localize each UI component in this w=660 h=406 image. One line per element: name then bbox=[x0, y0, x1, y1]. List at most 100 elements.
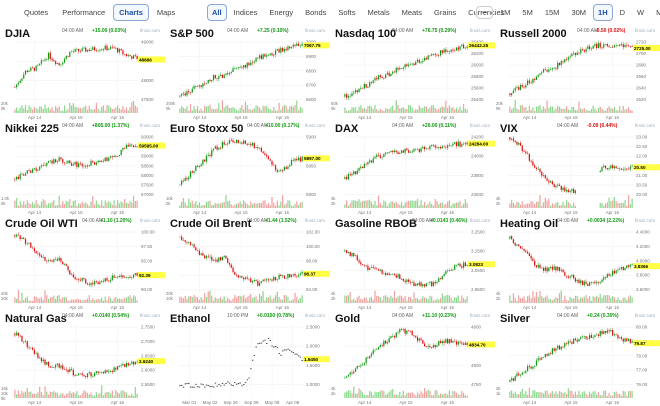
candle-body bbox=[184, 178, 186, 181]
volume-bar bbox=[562, 201, 564, 208]
chart-title[interactable]: Silver bbox=[500, 313, 530, 325]
interval-1m[interactable]: 1M bbox=[500, 8, 511, 17]
chart-card-heating-oil[interactable]: Heating Oil 04:00 AM +0.0034 (2.22%) finviz… bbox=[495, 215, 660, 310]
filter-indices[interactable]: Indices bbox=[233, 8, 258, 17]
interval-30m[interactable]: 30M bbox=[571, 8, 587, 17]
filter-meats[interactable]: Meats bbox=[401, 8, 423, 17]
candle-body bbox=[627, 45, 630, 47]
chart-title[interactable]: DJIA bbox=[5, 28, 31, 40]
candle-body bbox=[528, 80, 530, 83]
candle-body bbox=[69, 52, 71, 57]
filter-softs[interactable]: Softs bbox=[338, 8, 356, 17]
candle-body bbox=[354, 255, 357, 256]
volume-bar bbox=[420, 107, 422, 113]
chart-card-dax[interactable]: DAX 04:00 AM +26.00 (0.11%) finviz.com 24200… bbox=[330, 120, 495, 215]
filter-energy[interactable]: Energy bbox=[269, 8, 294, 17]
candle-body bbox=[583, 50, 585, 52]
y-tick-label: 2.0000 bbox=[306, 344, 320, 349]
interval-15m[interactable]: 15M bbox=[544, 8, 560, 17]
chart-title[interactable]: DAX bbox=[335, 123, 359, 135]
interval-w[interactable]: W bbox=[637, 8, 645, 17]
x-tick-label: Apr 16 bbox=[276, 305, 290, 310]
price-mark bbox=[257, 343, 259, 345]
tab-performance[interactable]: Performance bbox=[62, 8, 106, 17]
filter-bonds[interactable]: Bonds bbox=[305, 8, 327, 17]
volume-bar bbox=[257, 203, 259, 208]
tab-charts[interactable]: Charts bbox=[113, 4, 149, 21]
candlestick-style-icon[interactable]: — bbox=[476, 6, 493, 19]
volume-bar bbox=[539, 105, 541, 113]
chart-title[interactable]: Russell 2000 bbox=[500, 28, 567, 40]
interval-m[interactable]: M bbox=[656, 8, 660, 17]
chart-card-ethanol[interactable]: Ethanol 10:00 PM +0.0150 (0.78%) finviz.com… bbox=[165, 310, 330, 405]
candle-body bbox=[51, 260, 53, 262]
chart-card-russell-2000[interactable]: Russell 2000 04:00 AM -0.50 (0.02%) finviz.… bbox=[495, 25, 660, 120]
chart-title[interactable]: VIX bbox=[500, 123, 518, 135]
chart-card-s-p-500[interactable]: S&P 500 04:00 AM +7.25 (0.10%) finviz.com 70… bbox=[165, 25, 330, 120]
candle-body bbox=[88, 372, 90, 374]
chart-card-natural-gas[interactable]: Natural Gas 04:00 AM +0.0140 (0.54%) finviz… bbox=[0, 310, 165, 405]
candle-body bbox=[615, 334, 617, 336]
chart-title[interactable]: Heating Oil bbox=[500, 218, 559, 230]
chart-card-vix[interactable]: VIX 04:00 AM -0.09 (0.44%) finviz.com 23.00 2… bbox=[495, 120, 660, 215]
chart-title[interactable]: Gold bbox=[335, 313, 361, 325]
interval-5m[interactable]: 5M bbox=[522, 8, 533, 17]
chart-title[interactable]: Gasoline RBOB bbox=[335, 218, 417, 230]
chart-card-nasdaq-100[interactable]: Nasdaq 100 04:00 AM +76.75 (0.29%) finviz.c… bbox=[330, 25, 495, 120]
y-tick-label: 21.00 bbox=[636, 173, 648, 178]
x-tick-label: Apr 16 bbox=[606, 210, 620, 215]
filter-metals[interactable]: Metals bbox=[367, 8, 390, 17]
chart-card-gold[interactable]: Gold 04:00 AM +11.10 (0.23%) finviz.com 4900… bbox=[330, 310, 495, 405]
chart-card-crude-oil-wti[interactable]: Crude Oil WTI 04:00 AM +1.10 (1.20%) finviz… bbox=[0, 215, 165, 310]
volume-bar bbox=[69, 300, 71, 303]
chart-card-djia[interactable]: DJIA 04:00 AM +15.00 (0.03%) finviz.com 4900… bbox=[0, 25, 165, 120]
chart-card-nikkei-225[interactable]: Nikkei 225 04:00 AM +805.00 (1.37%) finviz.… bbox=[0, 120, 165, 215]
filter-grains[interactable]: Grains bbox=[434, 8, 457, 17]
volume-bar bbox=[383, 110, 385, 113]
candle-body bbox=[567, 189, 569, 193]
volume-bar bbox=[539, 391, 541, 398]
filter-currencies[interactable]: Currencies bbox=[468, 8, 505, 17]
chart-title[interactable]: Natural Gas bbox=[5, 313, 67, 325]
chart-card-crude-oil-brent[interactable]: Crude Oil Brent 04:00 AM +1.44 (1.52%) finv… bbox=[165, 215, 330, 310]
chart-card-silver[interactable]: Silver 04:00 AM +0.24 (0.30%) finviz.com 80.… bbox=[495, 310, 660, 405]
chart-title[interactable]: Euro Stoxx 50 bbox=[170, 123, 244, 135]
y-tick-label: 24000 bbox=[471, 154, 484, 159]
chart-title[interactable]: Nikkei 225 bbox=[5, 123, 59, 135]
chart-title[interactable]: Ethanol bbox=[170, 313, 211, 325]
volume-bar bbox=[179, 108, 181, 113]
tab-maps[interactable]: Maps bbox=[156, 8, 176, 17]
candle-body bbox=[258, 282, 261, 286]
filter-all[interactable]: All bbox=[207, 4, 227, 21]
chart-card-euro-stoxx-50[interactable]: Euro Stoxx 50 04:00 AM +10.00 (0.17%) finvi… bbox=[165, 120, 330, 215]
volume-bar bbox=[420, 200, 422, 208]
candlestick-chart[interactable]: 60000595005900058500580005750057000Apr 1… bbox=[0, 132, 165, 216]
chart-title[interactable]: Crude Oil WTI bbox=[5, 218, 78, 230]
interval-d[interactable]: D bbox=[619, 8, 626, 17]
tab-quotes[interactable]: Quotes bbox=[24, 8, 49, 17]
x-tick-label: Apr 15 bbox=[564, 210, 578, 215]
volume-bar bbox=[241, 203, 243, 208]
chart-card-gasoline-rbob[interactable]: Gasoline RBOB 04:00 AM +0.0143 (0.46%) finv… bbox=[330, 215, 495, 310]
volume-bar bbox=[106, 202, 108, 208]
chart-title[interactable]: S&P 500 bbox=[170, 28, 214, 40]
chart-title[interactable]: Nasdaq 100 bbox=[335, 28, 397, 40]
interval-1h[interactable]: 1H bbox=[593, 4, 613, 21]
chart-title[interactable]: Crude Oil Brent bbox=[170, 218, 252, 230]
candle-body bbox=[526, 365, 529, 371]
